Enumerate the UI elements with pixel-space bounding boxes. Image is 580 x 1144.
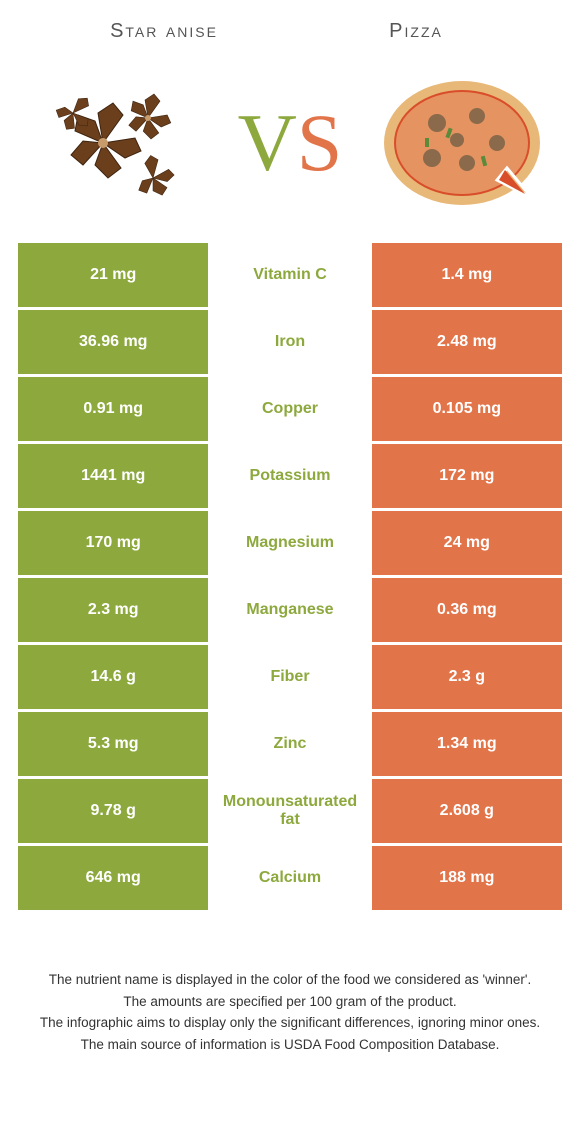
cell-right-value: 0.105 mg	[372, 377, 562, 441]
cell-right-value: 2.608 g	[372, 779, 562, 843]
comparison-table: 21 mgVitamin C1.4 mg36.96 mgIron2.48 mg0…	[18, 243, 562, 910]
vs-v-letter: V	[238, 97, 297, 188]
table-row: 36.96 mgIron2.48 mg	[18, 310, 562, 374]
cell-right-value: 24 mg	[372, 511, 562, 575]
vs-label: VS	[238, 96, 343, 190]
food-title-left: Star anise	[38, 20, 290, 43]
table-row: 170 mgMagnesium24 mg	[18, 511, 562, 575]
star-anise-icon	[28, 73, 208, 213]
cell-nutrient-label: Vitamin C	[208, 243, 371, 307]
cell-right-value: 188 mg	[372, 846, 562, 910]
cell-right-value: 2.3 g	[372, 645, 562, 709]
footnote-line: The main source of information is USDA F…	[26, 1035, 554, 1055]
table-row: 0.91 mgCopper0.105 mg	[18, 377, 562, 441]
food-title-right: Pizza	[290, 20, 542, 43]
vs-s-letter: S	[297, 97, 343, 188]
cell-nutrient-label: Monounsaturated fat	[208, 779, 371, 843]
cell-right-value: 2.48 mg	[372, 310, 562, 374]
cell-left-value: 2.3 mg	[18, 578, 208, 642]
cell-right-value: 1.34 mg	[372, 712, 562, 776]
cell-right-value: 1.4 mg	[372, 243, 562, 307]
cell-nutrient-label: Fiber	[208, 645, 371, 709]
pizza-icon	[372, 73, 552, 213]
footnote-line: The amounts are specified per 100 gram o…	[26, 992, 554, 1012]
cell-nutrient-label: Iron	[208, 310, 371, 374]
images-row: VS	[18, 53, 562, 243]
cell-left-value: 9.78 g	[18, 779, 208, 843]
table-row: 2.3 mgManganese0.36 mg	[18, 578, 562, 642]
cell-right-value: 0.36 mg	[372, 578, 562, 642]
table-row: 1441 mgPotassium172 mg	[18, 444, 562, 508]
cell-nutrient-label: Zinc	[208, 712, 371, 776]
table-row: 646 mgCalcium188 mg	[18, 846, 562, 910]
table-row: 5.3 mgZinc1.34 mg	[18, 712, 562, 776]
cell-left-value: 21 mg	[18, 243, 208, 307]
cell-nutrient-label: Magnesium	[208, 511, 371, 575]
cell-left-value: 1441 mg	[18, 444, 208, 508]
cell-right-value: 172 mg	[372, 444, 562, 508]
cell-nutrient-label: Potassium	[208, 444, 371, 508]
cell-nutrient-label: Calcium	[208, 846, 371, 910]
footnote-line: The infographic aims to display only the…	[26, 1013, 554, 1033]
footnotes: The nutrient name is displayed in the co…	[18, 970, 562, 1054]
cell-left-value: 646 mg	[18, 846, 208, 910]
infographic-container: Star anise Pizza	[0, 0, 580, 1076]
table-row: 14.6 gFiber2.3 g	[18, 645, 562, 709]
cell-left-value: 0.91 mg	[18, 377, 208, 441]
header-titles: Star anise Pizza	[18, 20, 562, 43]
cell-left-value: 5.3 mg	[18, 712, 208, 776]
cell-nutrient-label: Manganese	[208, 578, 371, 642]
cell-left-value: 14.6 g	[18, 645, 208, 709]
footnote-line: The nutrient name is displayed in the co…	[26, 970, 554, 990]
cell-nutrient-label: Copper	[208, 377, 371, 441]
cell-left-value: 36.96 mg	[18, 310, 208, 374]
table-row: 9.78 gMonounsaturated fat2.608 g	[18, 779, 562, 843]
cell-left-value: 170 mg	[18, 511, 208, 575]
table-row: 21 mgVitamin C1.4 mg	[18, 243, 562, 307]
